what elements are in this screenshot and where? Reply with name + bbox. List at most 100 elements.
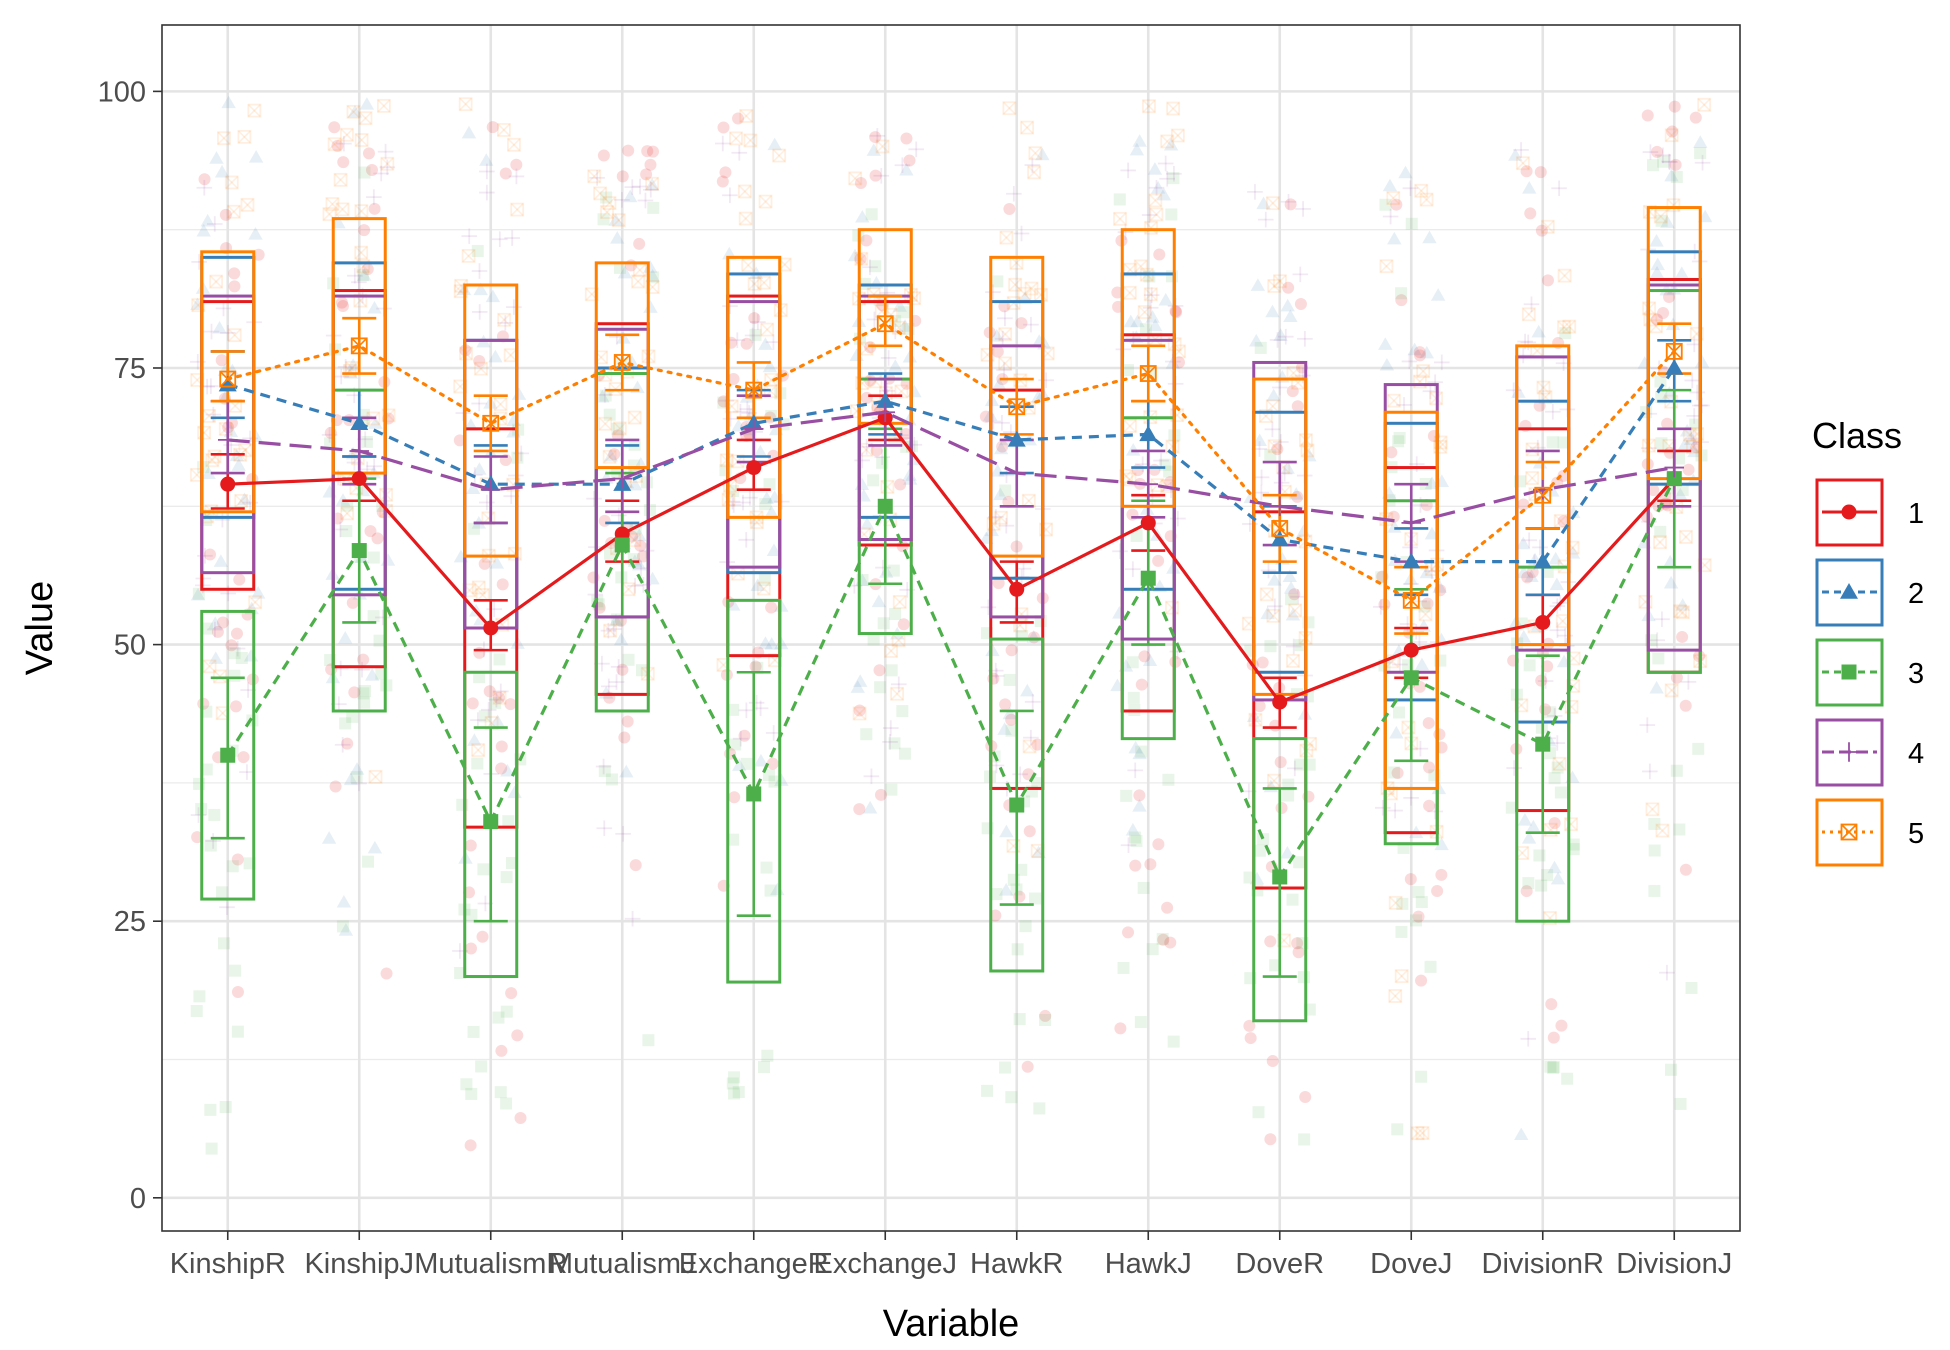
- jitter-point: [979, 410, 992, 423]
- crossbox-diag: [892, 633, 906, 647]
- jitter-point: [761, 1049, 774, 1062]
- jitter-point: [229, 964, 242, 977]
- crossbox-diag: [612, 213, 626, 227]
- jitter-point: [1145, 310, 1160, 323]
- jitter-point: [618, 731, 631, 744]
- jitter-point: [332, 521, 349, 538]
- jitter-point: [602, 196, 617, 210]
- crossbox-frame: [191, 298, 206, 313]
- jitter-point: [867, 633, 880, 646]
- crossbox-diag: [471, 743, 485, 757]
- jitter-point: [1423, 799, 1436, 812]
- jitter-point: [1544, 706, 1557, 719]
- crossbox-diag: [197, 426, 211, 440]
- jitter-point: [1283, 580, 1299, 594]
- jitter-point: [1520, 165, 1533, 178]
- crossbox-frame: [354, 245, 369, 260]
- jitter-point: [1419, 565, 1434, 579]
- crossbox-diag: [631, 274, 645, 289]
- jitter-point: [376, 98, 391, 113]
- jitter-point: [1557, 268, 1572, 283]
- jitter-point: [991, 345, 1004, 358]
- crossbox-frame: [1008, 398, 1026, 416]
- crossbox-frame: [380, 156, 395, 171]
- box: [200, 609, 256, 901]
- crossbox-diag: [217, 131, 231, 145]
- box: [726, 598, 782, 984]
- crossbox-frame: [471, 743, 486, 757]
- series-5-mean-point: [745, 381, 763, 399]
- jitter-point: [1649, 680, 1664, 694]
- crossbox-frame: [1142, 99, 1156, 114]
- crossbox-diag: [472, 580, 486, 595]
- jitter-point: [1659, 282, 1674, 296]
- crossbox-frame: [234, 494, 249, 508]
- jitter-point: [1275, 802, 1288, 815]
- crossbox-frame: [1148, 193, 1163, 208]
- series-lines-layer: [218, 315, 1684, 885]
- crossbox-frame: [1139, 365, 1157, 382]
- crossbox-diag: [1416, 364, 1430, 378]
- crossbox-diag: [1683, 428, 1697, 442]
- jitter-point: [854, 452, 870, 469]
- crossbox-frame: [1697, 97, 1712, 112]
- crossbox-diag: [209, 275, 223, 289]
- crossbox-diag: [207, 449, 222, 464]
- crossbox-diag: [880, 480, 894, 494]
- jitter-point: [202, 659, 217, 674]
- jitter-point: [505, 987, 518, 1000]
- crossbox-frame: [738, 211, 753, 226]
- jitter-point: [471, 743, 486, 757]
- crossbox-diag: [240, 198, 255, 212]
- series-1-mean-point: [746, 460, 762, 476]
- jitter-point: [347, 104, 363, 118]
- legend-item-4: 4: [1815, 718, 1924, 787]
- crossbox-diag: [884, 308, 898, 322]
- jitter-point: [897, 618, 910, 631]
- jitter-point: [367, 300, 382, 314]
- crossbox-frame: [376, 98, 391, 113]
- jitter-point: [998, 517, 1015, 534]
- crossbox-diag: [884, 308, 898, 322]
- crossbox-frame: [1564, 817, 1578, 832]
- crossbox-frame: [880, 479, 895, 494]
- jitter-point: [1266, 608, 1281, 623]
- jitter-point: [1388, 895, 1403, 910]
- jitter-point: [373, 165, 390, 182]
- jitter-point: [204, 1103, 217, 1116]
- crossbox-diag: [875, 139, 890, 154]
- jitter-point: [743, 133, 758, 148]
- jitter-point: [205, 833, 221, 849]
- crossbox-diag: [510, 203, 524, 217]
- crossbox-frame: [1379, 259, 1394, 274]
- jitter-point: [461, 228, 478, 244]
- jitter-point: [1292, 266, 1309, 283]
- jitter-point: [729, 738, 742, 751]
- crossbox-frame: [876, 315, 894, 333]
- series-2-mean-point: [876, 392, 895, 408]
- crossbox-diag: [848, 171, 862, 185]
- legend-key-marker: [1841, 664, 1857, 680]
- crossbox-frame: [729, 131, 743, 146]
- jitter-point: [336, 300, 349, 313]
- crossbox-diag: [1666, 198, 1681, 212]
- jitter-point: [1163, 465, 1176, 478]
- crossbox-frame: [1149, 207, 1164, 222]
- crossbox-diag: [848, 171, 862, 185]
- crossbox-diag: [472, 580, 486, 595]
- jitter-point: [865, 208, 878, 221]
- jitter-point: [1670, 671, 1683, 684]
- jitter-point: [1683, 432, 1699, 445]
- crossbox-diag: [1123, 419, 1137, 433]
- jitter-point: [1398, 165, 1413, 179]
- crossbox-frame: [741, 258, 756, 273]
- crossbox-diag: [202, 659, 217, 673]
- jitter-point: [1676, 483, 1689, 496]
- jitter-point: [1395, 925, 1408, 938]
- jitter-point: [991, 275, 1004, 288]
- jitter-point: [1144, 858, 1157, 871]
- crossbox-diag: [1536, 380, 1551, 395]
- crossbox-diag: [743, 133, 757, 148]
- jitter-point: [205, 1142, 218, 1155]
- jitter-point: [855, 209, 870, 223]
